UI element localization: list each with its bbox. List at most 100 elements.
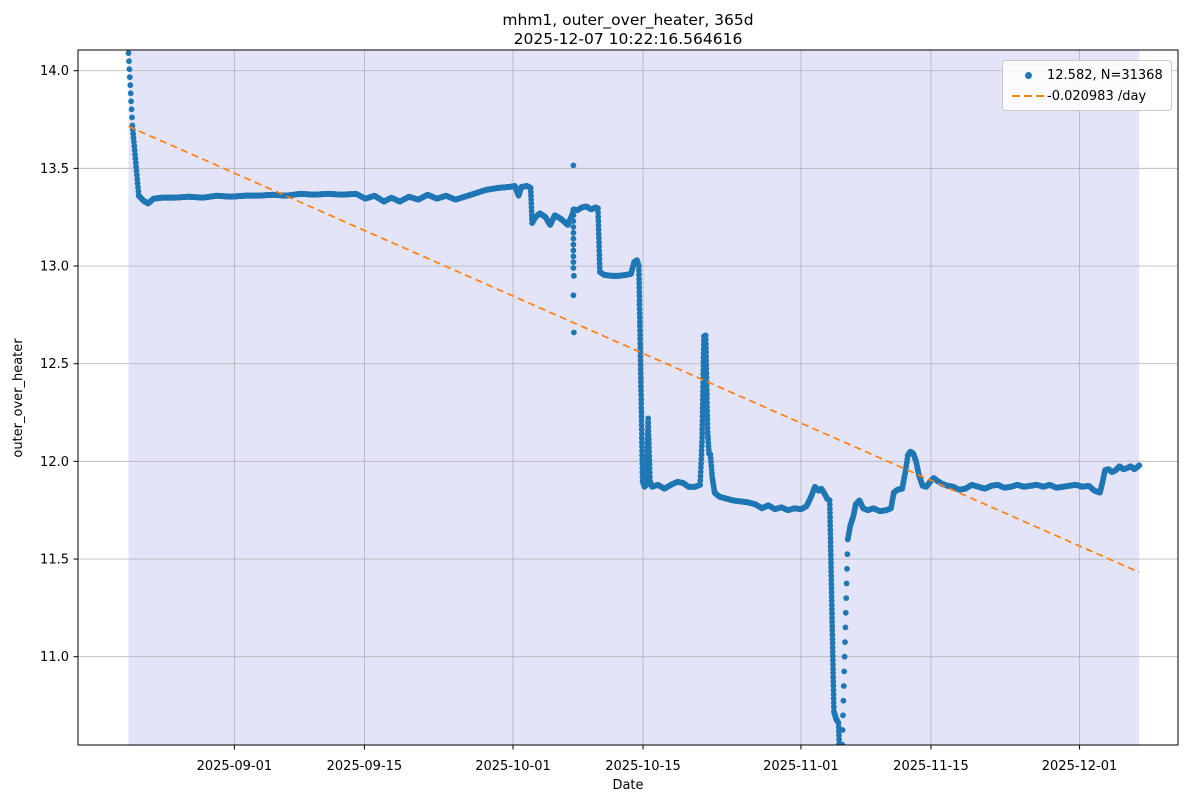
- data-point: [830, 687, 837, 693]
- data-point: [131, 147, 138, 154]
- data-point: [637, 340, 644, 347]
- y-tick-label: 13.5: [40, 162, 69, 177]
- data-point: [570, 224, 577, 230]
- data-point: [636, 288, 643, 295]
- data-point: [827, 518, 833, 525]
- data-point: [829, 627, 836, 634]
- x-tick-label: 2025-09-01: [197, 759, 273, 774]
- data-point: [596, 260, 603, 267]
- legend-item-trend: -0.020983 /day: [1009, 86, 1163, 106]
- data-point: [638, 396, 645, 403]
- data-point: [646, 453, 653, 459]
- data-point: [636, 276, 642, 282]
- data-point: [647, 473, 653, 480]
- data-point: [645, 419, 652, 426]
- x-tick-label: 2025-09-15: [327, 759, 403, 774]
- data-point: [703, 353, 709, 360]
- data-point: [639, 460, 646, 467]
- data-point: [646, 448, 652, 455]
- data-point: [697, 477, 704, 484]
- data-point: [699, 438, 705, 445]
- data-point: [841, 653, 848, 660]
- data-point: [704, 408, 711, 414]
- data-point: [128, 106, 135, 113]
- data-point: [828, 598, 835, 604]
- data-point: [838, 771, 844, 777]
- data-point: [827, 526, 834, 533]
- data-point: [699, 422, 706, 428]
- data-point: [127, 90, 134, 97]
- data-point: [839, 756, 845, 762]
- data-point: [646, 469, 653, 476]
- highlight-span-layer: [128, 50, 1140, 745]
- y-axis-label: outer_over_heater: [11, 338, 26, 458]
- data-point: [830, 661, 836, 668]
- data-point: [638, 430, 645, 437]
- data-point: [639, 465, 646, 471]
- data-point: [638, 392, 644, 398]
- x-tick-labels: 2025-09-01 2025-09-15 2025-10-01 2025-10-15…: [197, 759, 1118, 774]
- data-point: [638, 426, 645, 433]
- data-point: [829, 631, 836, 638]
- data-point: [843, 580, 850, 587]
- x-tick-label: 2025-10-01: [475, 759, 551, 774]
- data-point: [698, 456, 705, 462]
- data-point: [827, 547, 834, 554]
- data-point: [830, 700, 837, 706]
- data-point: [595, 209, 601, 216]
- data-point: [699, 430, 706, 437]
- data-point: [639, 456, 646, 463]
- data-point: [840, 697, 847, 704]
- data-point: [698, 451, 705, 458]
- legend-box: 12.582, N=31368 -0.020983 /day: [1002, 60, 1172, 111]
- data-point: [702, 332, 709, 339]
- trend-dashed-line: [128, 125, 1140, 574]
- data-point: [827, 539, 834, 546]
- data-point: [827, 522, 834, 529]
- data-point: [645, 432, 652, 438]
- data-point: [827, 535, 834, 541]
- data-point: [639, 469, 646, 476]
- data-point: [638, 400, 645, 407]
- data-point: [638, 405, 645, 411]
- data-point: [827, 505, 833, 512]
- data-point: [699, 405, 706, 411]
- data-point: [596, 235, 602, 241]
- y-tick-labels: 11.0 11.5 12.0 12.5 13.0 13.5 14.0: [40, 64, 69, 665]
- data-point: [844, 565, 850, 572]
- data-point: [595, 222, 602, 229]
- data-point: [828, 568, 834, 575]
- data-point: [570, 292, 577, 299]
- data-span-highlight: [128, 50, 1140, 745]
- data-point: [570, 206, 577, 213]
- legend-marker-cell: [1009, 94, 1047, 98]
- outlier-points: [570, 162, 577, 336]
- data-point: [703, 378, 710, 385]
- data-point: [596, 264, 603, 271]
- data-point: [830, 691, 837, 698]
- data-point: [639, 439, 645, 446]
- data-point: [699, 434, 705, 441]
- x-tick-label: 2025-11-15: [893, 759, 969, 774]
- data-point: [596, 243, 602, 250]
- data-point: [704, 425, 711, 431]
- data-point: [129, 114, 135, 121]
- data-point: [829, 623, 836, 630]
- data-point: [636, 280, 643, 287]
- data-point: [828, 593, 835, 600]
- data-point: [842, 609, 849, 616]
- data-point: [828, 581, 835, 588]
- data-point: [827, 531, 834, 537]
- data-point: [698, 460, 704, 467]
- data-point: [637, 331, 643, 338]
- x-tick-label: 2025-11-01: [763, 759, 839, 774]
- legend-trend-label: -0.020983 /day: [1047, 88, 1147, 104]
- data-point: [829, 640, 836, 647]
- data-point: [596, 239, 602, 246]
- data-point: [828, 560, 834, 567]
- data-point: [636, 314, 643, 321]
- data-point: [703, 374, 710, 381]
- data-point: [704, 404, 710, 410]
